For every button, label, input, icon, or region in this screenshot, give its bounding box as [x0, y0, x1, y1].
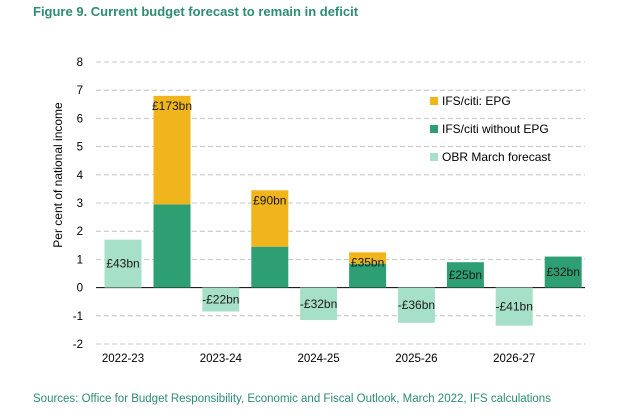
x-tick-label: 2022-23	[102, 353, 144, 365]
bar-obr-forecast	[300, 287, 338, 321]
y-tick-label: 2	[77, 226, 83, 238]
bar-ifs-epg	[251, 190, 289, 247]
x-tick-label: 2023-24	[200, 353, 243, 365]
x-axis-ticks: 2022-23 2023-24 2024-25 2025-26 2026-27	[102, 353, 535, 365]
x-tick-label: 2024-25	[297, 353, 339, 365]
legend-swatch	[430, 97, 438, 105]
y-tick-label: 4	[77, 170, 84, 182]
legend-swatch	[430, 125, 438, 133]
x-tick-label: 2026-27	[493, 353, 535, 365]
y-tick-label: -2	[73, 339, 83, 351]
data-label-ifs: £25bn	[449, 268, 482, 282]
bar-ifs-epg	[153, 95, 191, 205]
bar-obr-forecast	[397, 287, 435, 323]
data-label-ifs: £173bn	[152, 99, 192, 113]
legend-label: IFS/citi without EPG	[442, 122, 549, 136]
bar-obr-forecast	[202, 287, 240, 312]
y-tick-label: 0	[77, 283, 83, 295]
y-axis-label: Per cent of national income	[51, 102, 65, 248]
y-tick-label: 3	[77, 198, 83, 210]
data-label-obr: -£36bn	[398, 298, 435, 312]
legend-label: IFS/citi: EPG	[442, 94, 511, 108]
legend-label: OBR March forecast	[442, 150, 551, 164]
y-tick-label: 1	[77, 254, 83, 266]
bars	[104, 95, 582, 326]
bar-ifs-without-epg	[349, 263, 387, 288]
bar-obr-forecast	[495, 287, 533, 326]
data-label-ifs: £90bn	[253, 193, 286, 207]
data-label-obr: -£32bn	[300, 297, 337, 311]
data-label-ifs: £32bn	[547, 265, 580, 279]
y-tick-label: 8	[77, 57, 83, 69]
bar-ifs-epg	[349, 252, 387, 264]
data-label-obr: -£41bn	[496, 300, 533, 314]
source-note: Sources: Office for Budget Responsibilit…	[33, 393, 551, 405]
legend-swatch	[430, 153, 438, 161]
data-labels: £43bn £173bn -£22bn £90bn -£32bn £35bn -£36bn £…	[106, 99, 580, 314]
bar-ifs-without-epg	[153, 204, 191, 288]
data-label-obr: £43bn	[106, 257, 139, 271]
data-label-obr: -£22bn	[202, 293, 239, 307]
bar-ifs-without-epg	[446, 262, 484, 288]
y-tick-label: 5	[77, 142, 83, 154]
data-label-ifs: £35bn	[351, 255, 384, 269]
x-tick-label: 2025-26	[395, 353, 437, 365]
y-tick-label: 6	[77, 113, 83, 125]
bar-ifs-without-epg	[544, 256, 582, 288]
y-tick-label: -1	[73, 311, 83, 323]
y-tick-label: 7	[77, 85, 83, 97]
legend: IFS/citi: EPG IFS/citi without EPG OBR Mar…	[430, 94, 551, 164]
chart-title: Figure 9. Current budget forecast to rem…	[33, 4, 359, 19]
bar-obr-forecast	[104, 239, 142, 288]
y-axis-ticks: -2 -1 0 1 2 3 4 5 6 7 8	[73, 57, 84, 351]
bar-ifs-without-epg	[251, 246, 289, 288]
